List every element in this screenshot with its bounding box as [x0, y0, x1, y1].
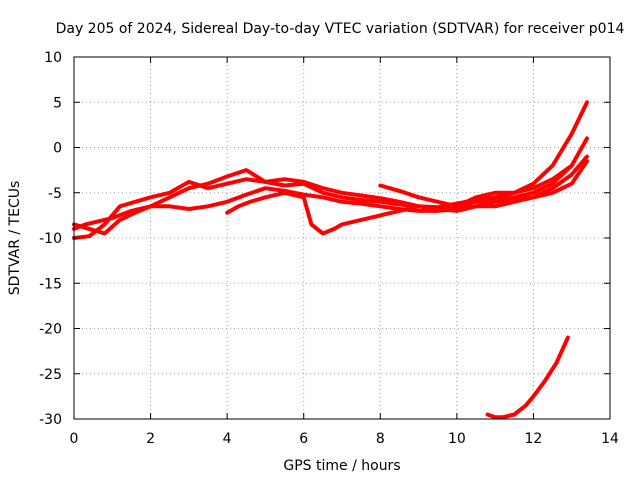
- y-tick-labels: -30 -25 -20 -15 -10 -5 0 5 10: [39, 50, 62, 428]
- x-tick-label: 2: [146, 431, 155, 447]
- y-tick-label: -20: [39, 322, 62, 338]
- x-tick-label: 10: [448, 431, 466, 447]
- x-tick-label: 14: [601, 431, 619, 447]
- x-tick-label: 12: [525, 431, 543, 447]
- grid-lines: [74, 57, 610, 419]
- y-tick-label: 0: [53, 141, 62, 157]
- y-tick-label: 10: [44, 50, 62, 66]
- y-tick-label: -15: [39, 276, 62, 292]
- y-tick-label: 5: [53, 95, 62, 111]
- x-tick-label: 8: [376, 431, 385, 447]
- x-tick-label: 0: [70, 431, 79, 447]
- series-track-6: [485, 335, 570, 420]
- x-tick-label: 6: [299, 431, 308, 447]
- x-axis-label: GPS time / hours: [283, 458, 400, 474]
- x-tick-labels: 0 2 4 6 8 10 12 14: [70, 431, 619, 447]
- series-group: [72, 100, 589, 420]
- y-tick-label: -30: [39, 412, 62, 428]
- y-tick-label: -10: [39, 231, 62, 247]
- y-tick-label: -25: [39, 367, 62, 383]
- y-tick-label: -5: [48, 186, 62, 202]
- y-axis-label: SDTVAR / TECUs: [7, 181, 23, 296]
- chart-title: Day 205 of 2024, Sidereal Day-to-day VTE…: [56, 21, 625, 37]
- x-tick-label: 4: [223, 431, 232, 447]
- series-track-2: [72, 136, 589, 240]
- series-track-3: [72, 154, 589, 236]
- plot-frame: [73, 56, 611, 420]
- series-track-4: [225, 159, 589, 236]
- series-track-5: [378, 163, 574, 209]
